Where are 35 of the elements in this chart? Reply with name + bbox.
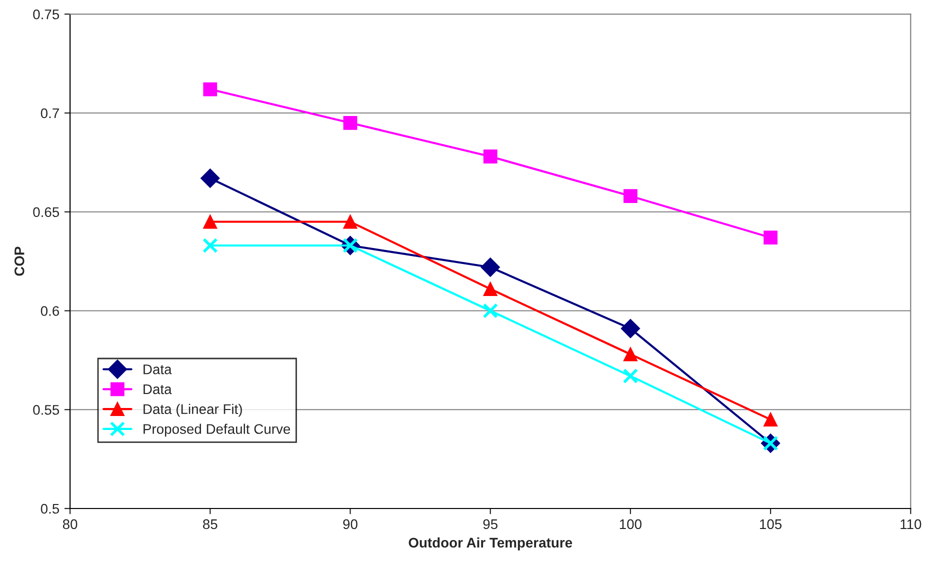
legend-label: Data xyxy=(144,364,172,374)
point xyxy=(203,82,218,96)
point xyxy=(202,238,218,254)
x-tick-label: 110 xyxy=(900,519,922,530)
legend-label: Data xyxy=(144,384,172,394)
x-axis-title: Outdoor Air Temperature xyxy=(408,537,572,550)
x-tick-label: 90 xyxy=(343,519,358,530)
point xyxy=(343,116,358,130)
y-tick-label: 0.75 xyxy=(33,9,60,20)
point xyxy=(624,347,638,362)
point xyxy=(343,214,358,229)
point xyxy=(483,282,498,296)
y-tick-label: 0.5 xyxy=(40,504,60,514)
y-axis-title: COP xyxy=(14,246,24,276)
point xyxy=(624,189,638,203)
x-tick-label: 85 xyxy=(203,519,218,530)
x-tick-label: 100 xyxy=(620,519,642,530)
y-tick-label: 0.65 xyxy=(33,207,60,218)
x-tick-label: 80 xyxy=(62,519,78,530)
point xyxy=(483,150,498,164)
point xyxy=(764,230,778,245)
legend-label: Data (Linear Fit) xyxy=(144,404,242,417)
legend-label: Proposed Default Curve xyxy=(144,424,290,437)
point xyxy=(764,412,778,426)
point xyxy=(203,214,218,229)
y-tick-label: 0.6 xyxy=(40,306,60,316)
point xyxy=(482,303,498,318)
point xyxy=(480,258,500,277)
point xyxy=(200,168,220,188)
point xyxy=(620,319,640,338)
y-tick-label: 0.55 xyxy=(33,404,60,415)
y-tick-label: 0.7 xyxy=(40,108,59,118)
point xyxy=(622,368,638,384)
x-tick-label: 95 xyxy=(483,519,498,530)
x-tick-label: 105 xyxy=(760,519,782,530)
